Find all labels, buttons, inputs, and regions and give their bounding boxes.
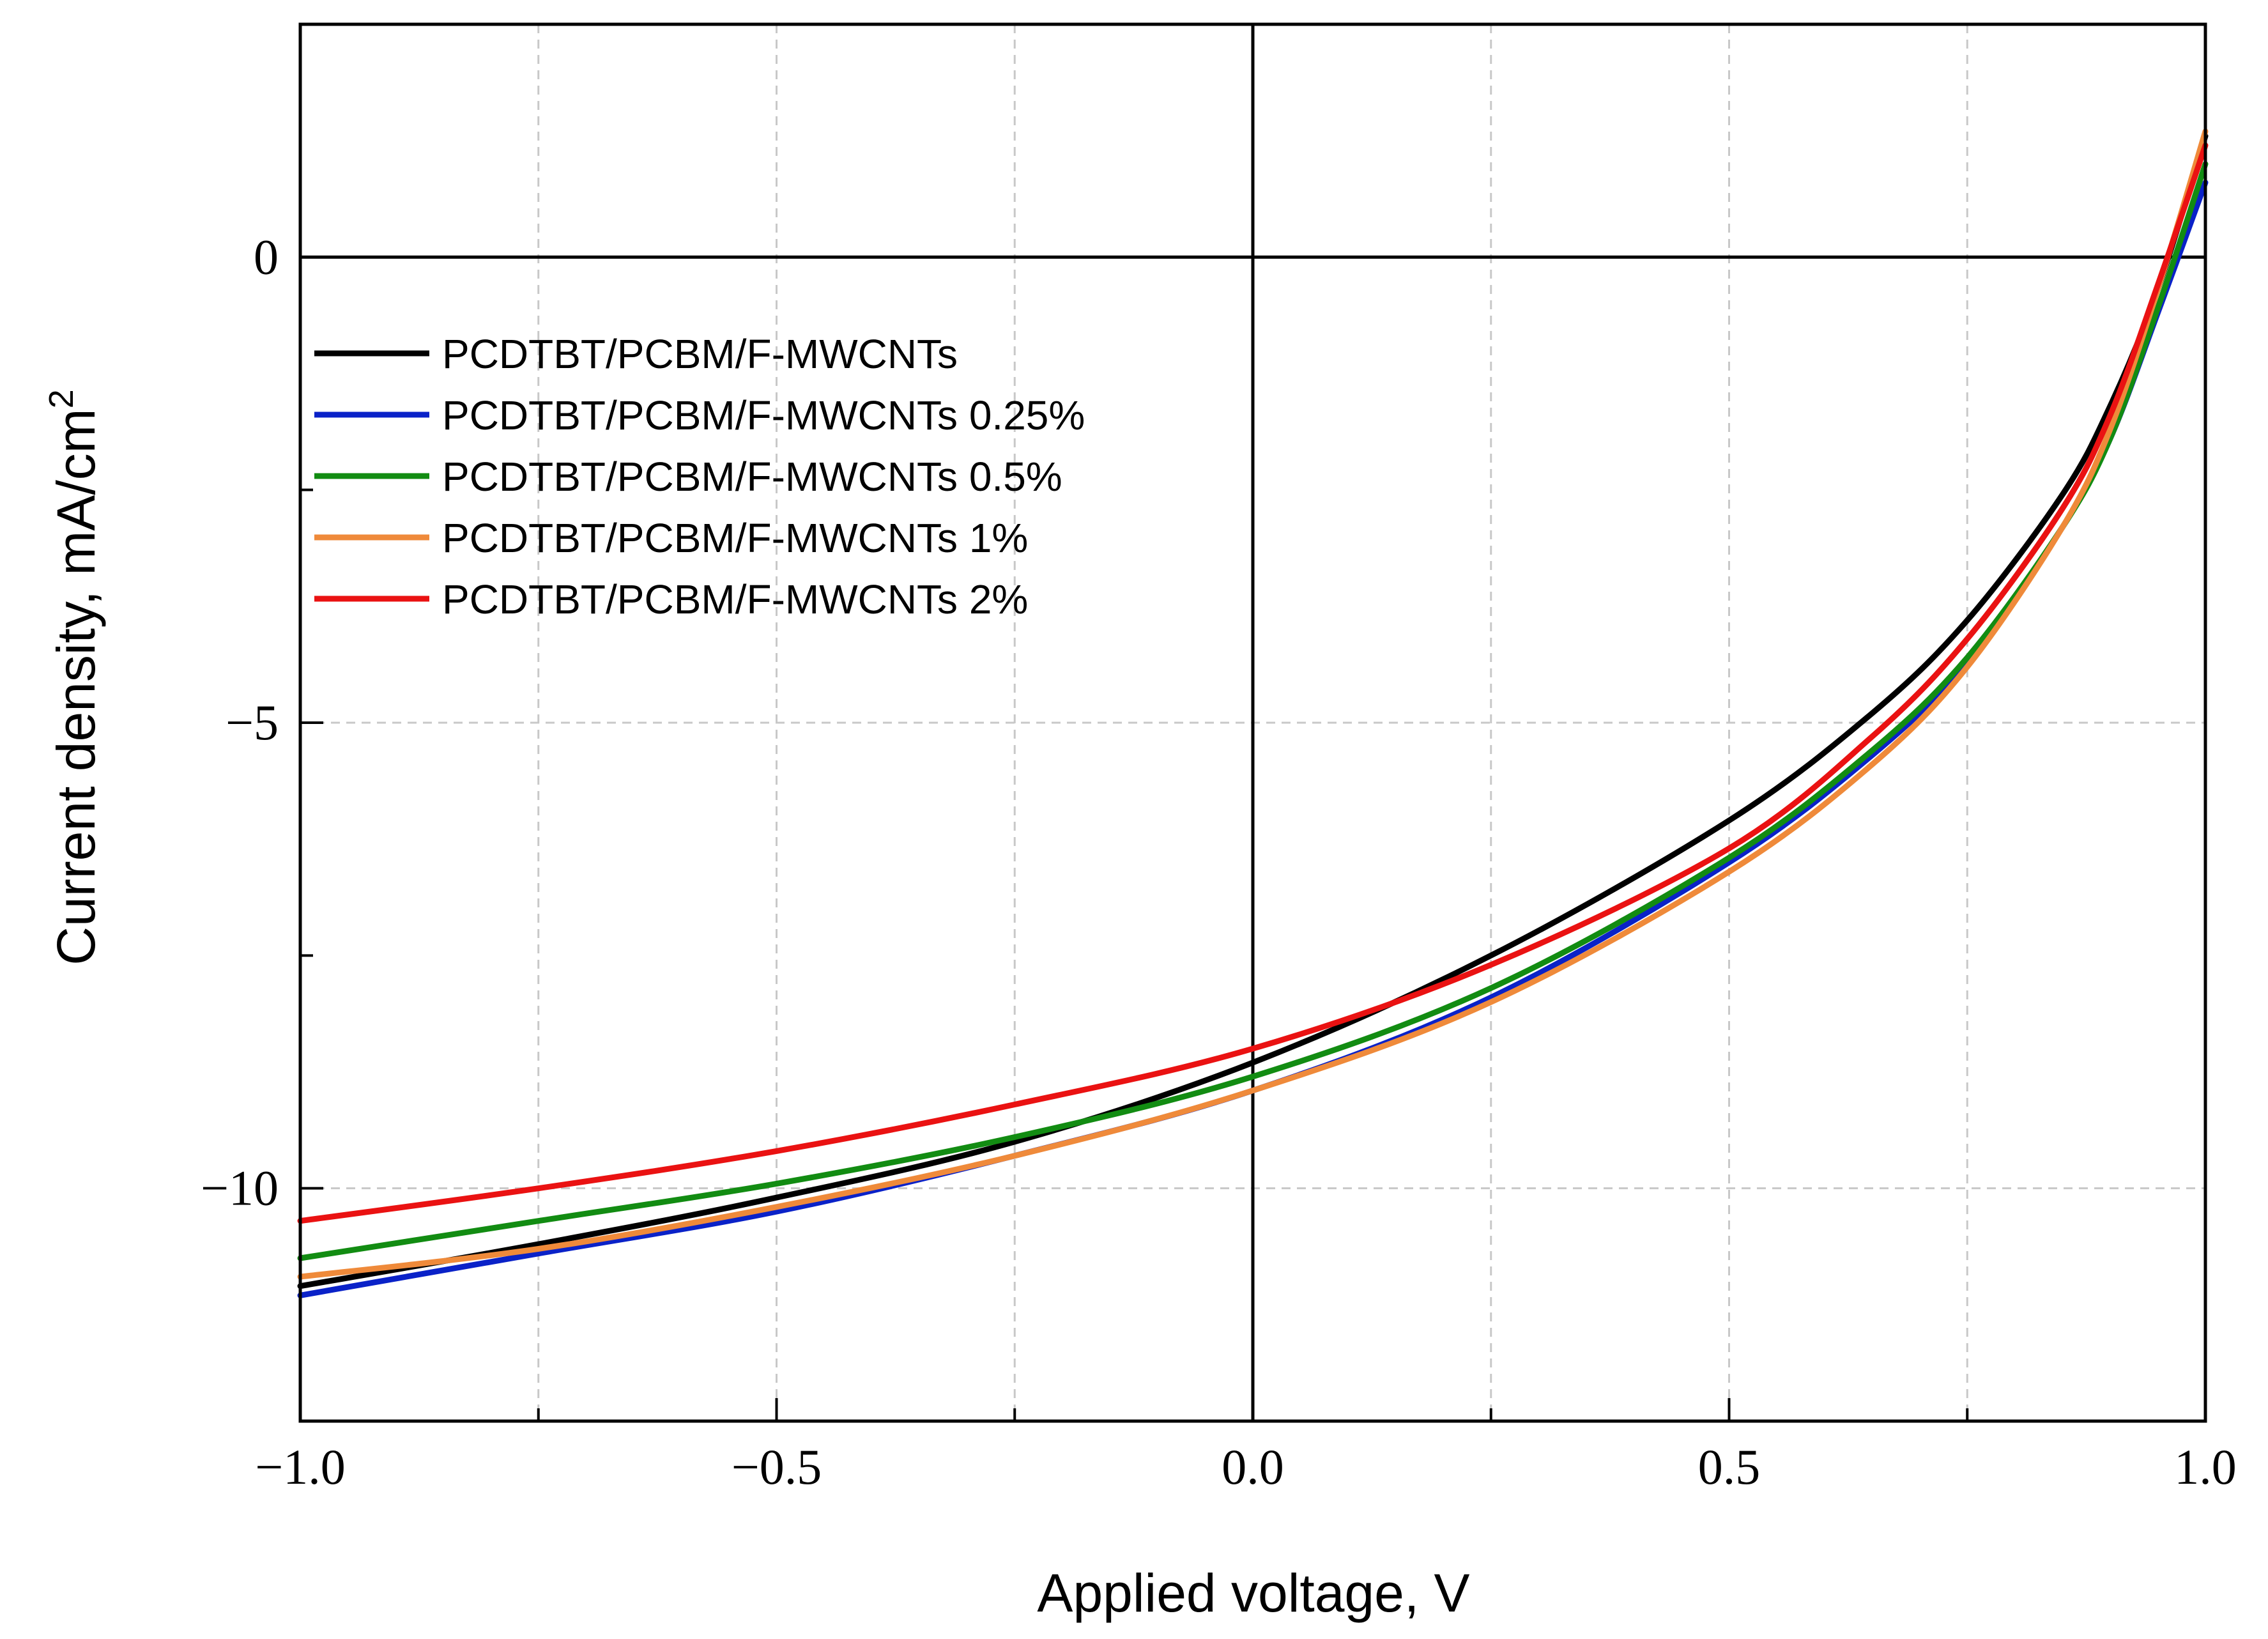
zero-lines	[300, 24, 2205, 1421]
legend-label-4: PCDTBT/PCBM/F-MWCNTs 2%	[442, 576, 1028, 622]
series-lines	[297, 128, 2209, 1298]
x-tick-label: 0.0	[1222, 1439, 1284, 1495]
y-tick-label: −10	[201, 1160, 279, 1216]
legend-label-1: PCDTBT/PCBM/F-MWCNTs 0.25%	[442, 392, 1085, 438]
y-tick-label: −5	[226, 695, 279, 750]
legend-label-2: PCDTBT/PCBM/F-MWCNTs 0.5%	[442, 454, 1062, 500]
y-tick-labels: −10 −5 0	[201, 229, 279, 1215]
x-axis-title: Applied voltage, V	[1037, 1563, 1469, 1623]
legend: PCDTBT/PCBM/F-MWCNTs PCDTBT/PCBM/F-MWCNTs…	[314, 331, 1085, 622]
y-tick-label: 0	[254, 229, 279, 284]
legend-label-3: PCDTBT/PCBM/F-MWCNTs 1%	[442, 515, 1028, 561]
series-line-4	[297, 142, 2209, 1224]
x-tick-labels: −1.0 −0.5 0.0 0.5 1.0	[255, 1439, 2237, 1495]
x-tick-label: 1.0	[2174, 1439, 2237, 1495]
y-axis-title-superscript: 2	[42, 389, 80, 408]
x-tick-label: 0.5	[1698, 1439, 1761, 1495]
x-tick-label: −0.5	[732, 1439, 822, 1495]
x-tick-label: −1.0	[255, 1439, 346, 1495]
y-axis-title-text: Current density, mA/cm2	[42, 389, 106, 965]
series-line-3	[297, 128, 2209, 1280]
series-line-0	[297, 133, 2209, 1289]
axis-ticks	[299, 256, 2207, 1421]
legend-label-0: PCDTBT/PCBM/F-MWCNTs	[442, 331, 958, 377]
y-axis-title-main: Current density, mA/cm	[46, 408, 106, 965]
y-axis-title: Current density, mA/cm2	[42, 389, 106, 965]
